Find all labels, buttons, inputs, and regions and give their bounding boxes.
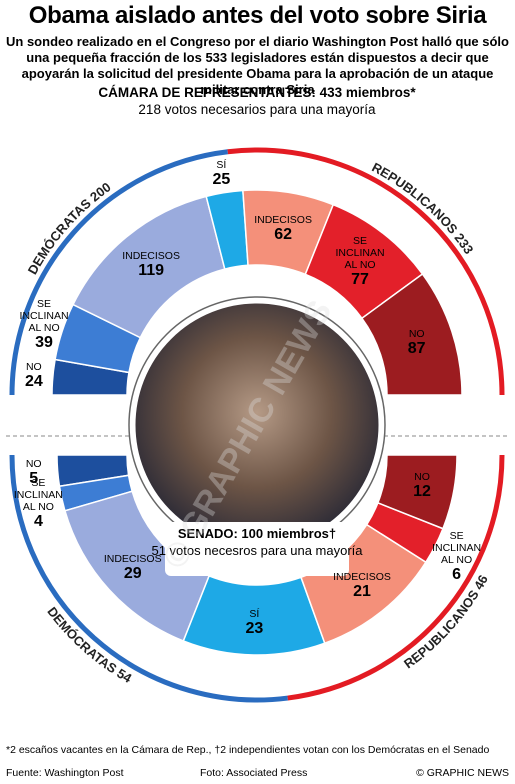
value-label: 119: [138, 261, 164, 279]
segment-label: INDECISOS 62: [254, 214, 312, 244]
value-label: 25: [212, 170, 231, 188]
category-label: INDECISOS: [122, 249, 180, 262]
value-label: 5: [29, 469, 39, 487]
category-label: SE INCLINAN AL NO: [335, 235, 385, 272]
segment-label: SE INCLINAN AL NO 77: [331, 235, 389, 289]
party-value: 46: [471, 572, 491, 592]
category-label: INDECISOS: [103, 553, 162, 566]
title: Obama aislado antes del voto sobre Siria: [28, 2, 487, 29]
segment-label: NO 12: [393, 471, 451, 501]
segment-label: SÍ 25: [192, 159, 250, 189]
category-label: NO: [25, 457, 42, 470]
segment-label: INDECISOS 29: [104, 553, 162, 583]
segment-label: NO 5: [5, 458, 63, 488]
party-name: DEMÓCRATAS: [25, 195, 95, 277]
value-label: 62: [274, 226, 292, 244]
segment-label: SE INCLINAN AL NO 39: [15, 298, 73, 352]
category-label: SE INCLINAN AL NO: [432, 529, 482, 566]
party-label: REPUBLICANOS 46: [401, 572, 491, 671]
segment-label: SÍ 23: [225, 608, 283, 638]
category-label: SE INCLINAN AL NO: [19, 298, 69, 335]
party-name: DEMÓCRATAS: [44, 604, 120, 676]
value-label: 4: [33, 512, 43, 530]
party-name: REPUBLICANOS: [401, 587, 482, 671]
subtitle: Un sondeo realizado en el Congreso por e…: [6, 34, 509, 97]
value-label: 87: [407, 339, 426, 357]
party-arc: [9, 454, 289, 703]
party-arc: [287, 454, 505, 701]
segment-label: INDECISOS 21: [333, 571, 391, 601]
value-label: 39: [35, 334, 53, 352]
segment-label: INDECISOS 119: [122, 250, 180, 280]
category-label: SE INCLINAN AL NO: [13, 476, 63, 513]
segment-label: NO 24: [5, 361, 63, 391]
value-label: 21: [353, 583, 371, 601]
senate-label-box: [165, 522, 349, 576]
party-label-path-text: DEMÓCRATAS 54: [44, 604, 135, 686]
category-label: INDECISOS: [254, 214, 312, 227]
segment: [360, 272, 463, 396]
source: Fuente: Washington Post: [6, 767, 124, 779]
category-label: NO: [414, 471, 430, 484]
party-arc: [9, 149, 229, 396]
credit: © GRAPHIC NEWS: [416, 767, 509, 779]
value-label: 23: [245, 619, 264, 637]
segment-label: NO 87: [388, 328, 446, 358]
segment: [376, 454, 458, 530]
party-value: 54: [114, 666, 135, 687]
photo-credit: Foto: Associated Press: [200, 767, 308, 779]
value-label: 12: [413, 483, 431, 501]
value-label: 6: [452, 565, 462, 583]
value-label: 29: [123, 565, 142, 583]
footnote: *2 escaños vacantes en la Cámara de Rep.…: [6, 744, 490, 756]
party-arc: [227, 147, 505, 396]
senate-subtitle: 51 votos necesros para una mayoría: [151, 543, 363, 558]
value-label: 77: [351, 271, 369, 289]
category-label: SÍ: [216, 158, 227, 171]
party-label-path-text: REPUBLICANOS 46: [401, 572, 491, 671]
house-title: CÁMARA DE REPRESENTANTES: 433 miembros*: [98, 85, 416, 100]
segment-label: SE INCLINAN AL NO 4: [9, 477, 67, 531]
house-subtitle: 218 votos necesarios para una mayoría: [138, 102, 376, 117]
category-label: NO: [25, 360, 42, 373]
value-label: 24: [24, 372, 43, 390]
category-label: NO: [408, 327, 425, 340]
party-label: DEMÓCRATAS 54: [44, 604, 135, 686]
senate-title: SENADO: 100 miembros†: [178, 526, 336, 541]
party-name: REPUBLICANOS: [369, 160, 460, 237]
segment-label: SE INCLINAN AL NO 6: [428, 530, 486, 584]
category-label: INDECISOS: [333, 571, 391, 584]
category-label: SÍ: [249, 607, 260, 620]
